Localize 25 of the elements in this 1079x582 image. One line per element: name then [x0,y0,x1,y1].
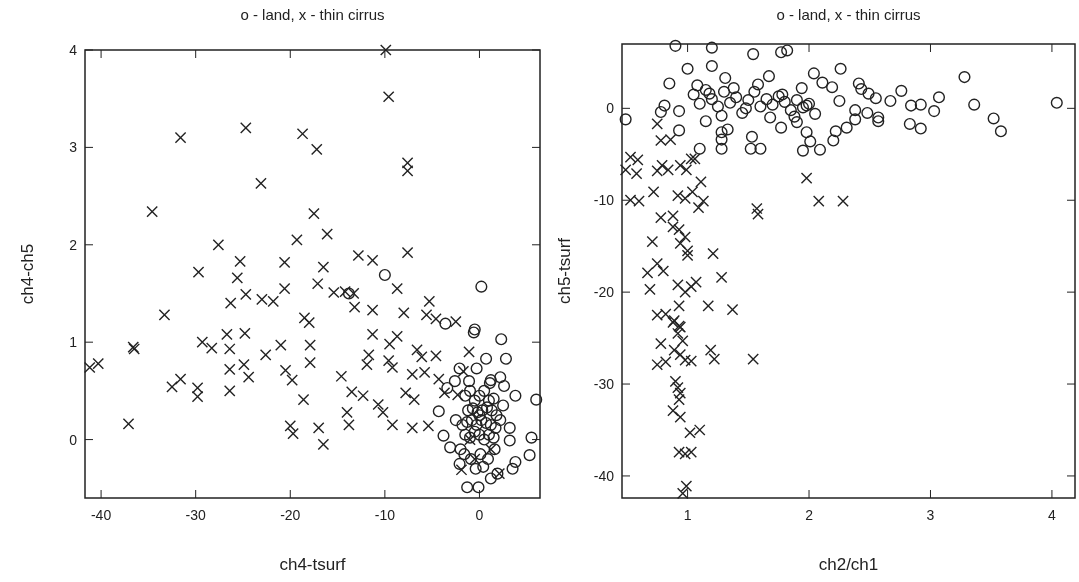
y-tick-label: 0 [606,100,615,117]
x-tick-label: -30 [185,507,207,523]
x-axis-title: ch2/ch1 [818,555,879,574]
y-tick-label: -20 [593,284,615,301]
y-tick-label: 0 [69,431,78,448]
chart-title: o - land, x - thin cirrus [776,6,921,23]
y-axis-title: ch4-ch5 [18,243,37,305]
x-tick-label: -10 [374,507,396,523]
y-tick-label: 3 [69,139,78,156]
x-tick-label: 3 [926,507,935,523]
y-tick-label: 1 [69,334,78,351]
x-tick-label: 0 [475,507,484,523]
y-tick-label: -30 [593,376,615,393]
x-tick-label: 2 [805,507,814,523]
x-tick-label: 1 [683,507,692,523]
y-tick-label: 2 [69,236,78,253]
chart-title: o - land, x - thin cirrus [240,6,385,23]
x-axis-title: ch4-tsurf [279,555,346,574]
y-tick-label: -40 [593,467,615,484]
y-tick-label: 4 [69,42,78,58]
x-tick-label: -40 [90,507,112,523]
x-tick-label: -20 [280,507,301,523]
x-tick-label: 4 [1048,507,1057,523]
y-tick-label: -10 [593,192,615,209]
y-axis-title: ch5-tsurf [555,237,574,305]
